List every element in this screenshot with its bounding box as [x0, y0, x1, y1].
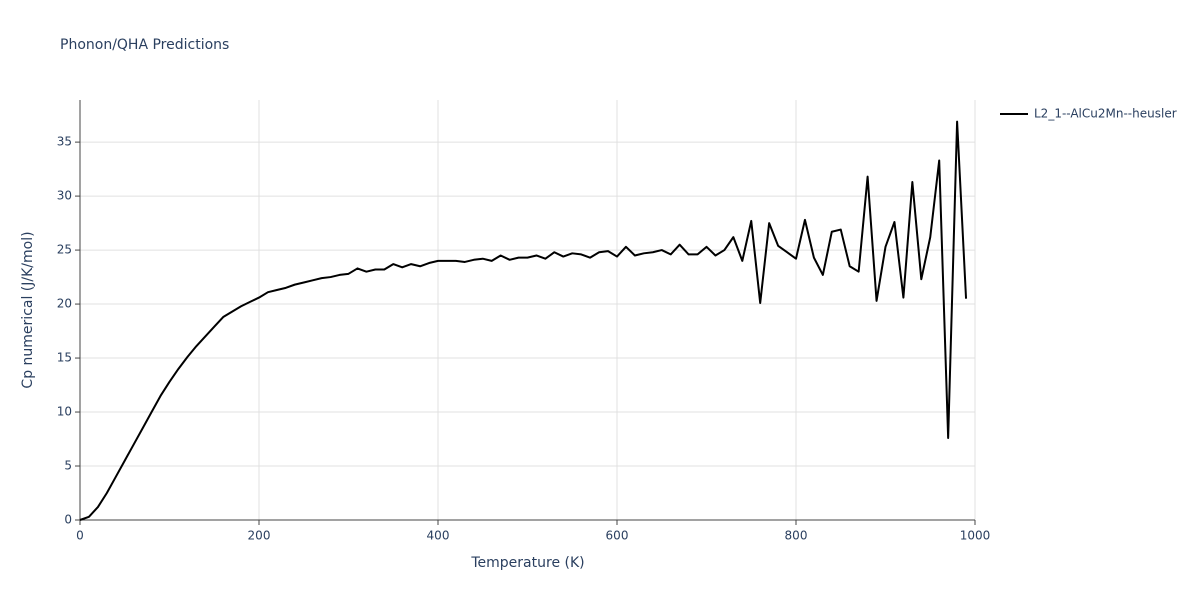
y-tick-label: 0: [64, 513, 72, 527]
x-tick-label: 0: [76, 529, 84, 543]
y-tick-label: 35: [57, 135, 72, 149]
chart-title: Phonon/QHA Predictions: [60, 37, 229, 53]
y-tick-label: 15: [57, 351, 72, 365]
y-tick-label: 25: [57, 243, 72, 257]
y-tick-label: 10: [57, 405, 72, 419]
x-tick-label: 1000: [960, 529, 991, 543]
x-axis-title: Temperature (K): [470, 555, 584, 571]
line: [79, 120, 968, 521]
x-tick-label: 800: [785, 529, 808, 543]
legend-label: L2_1--AlCu2Mn--heusler: [1034, 107, 1177, 121]
y-tick-label: 30: [57, 189, 72, 203]
x-tick-label: 200: [248, 529, 271, 543]
y-axis-title: Cp numerical (J/K/mol): [20, 231, 36, 388]
y-tick-label: 5: [64, 459, 72, 473]
x-tick-label: 600: [606, 529, 629, 543]
x-tick-label: 400: [427, 529, 450, 543]
y-tick-label: 20: [57, 297, 72, 311]
